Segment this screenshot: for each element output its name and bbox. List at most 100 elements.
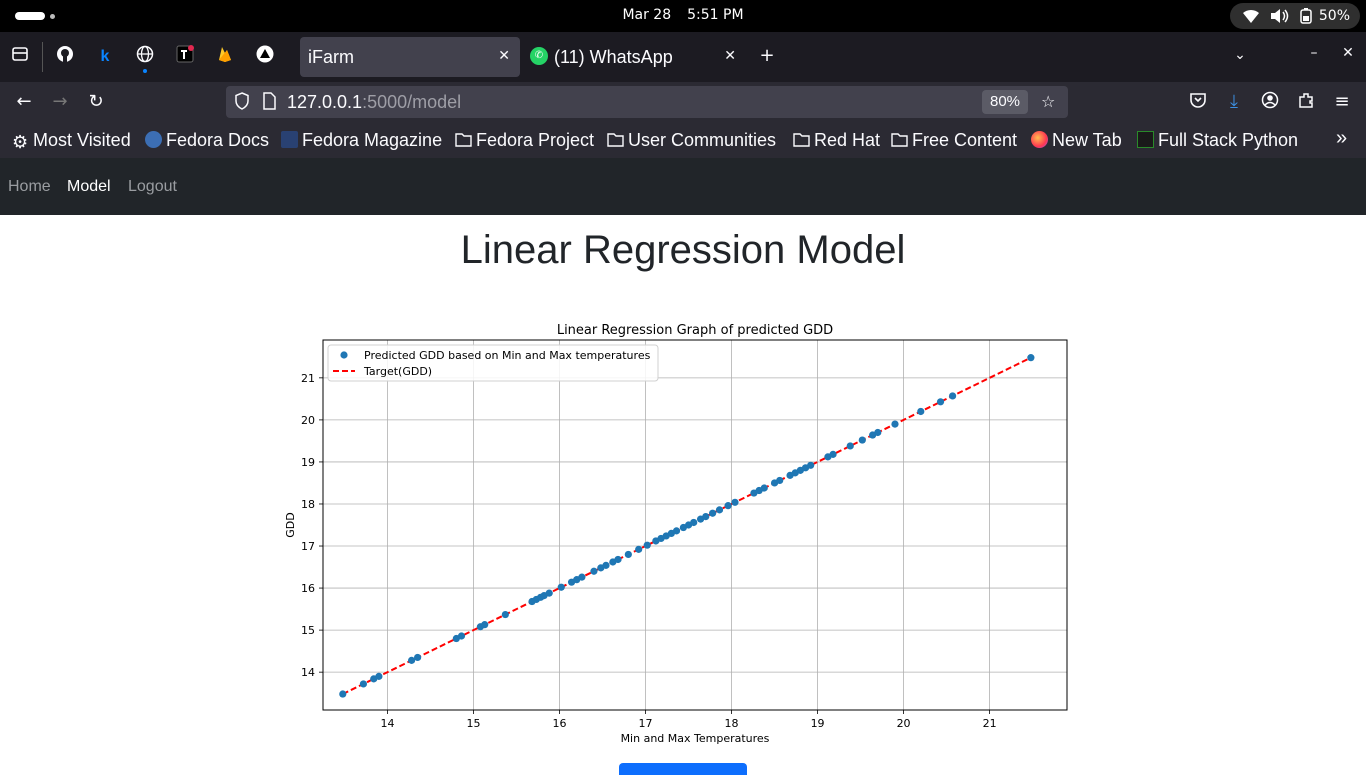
nav-link-model[interactable]: Model [67,178,111,195]
bookmark-fedora-docs[interactable]: Fedora Docs [145,130,269,151]
prediction-point [949,392,957,400]
prediction-point [359,680,368,688]
prediction-point [690,518,698,527]
terminal-icon [1137,131,1154,148]
prediction-point [709,509,717,517]
prediction-point [557,583,565,591]
github-pinned-tab-icon[interactable] [53,45,77,69]
wifi-icon [1242,8,1260,28]
workspace-dot [50,14,55,19]
url-text: 127.0.0.1:5000/model [287,92,461,113]
bookmark-new-tab[interactable]: New Tab [1031,130,1122,151]
page-title: Linear Regression Model [460,228,906,272]
prediction-point [578,573,586,581]
bookmark-label: Fedora Docs [166,130,270,150]
globe-pinned-tab-icon[interactable] [133,45,157,73]
y-tick-label: 16 [301,582,315,595]
clock[interactable]: Mar 28 5:51 PM [0,7,1366,23]
account-icon[interactable] [1258,91,1282,113]
bookmark-fedora-project[interactable]: Fedora Project [455,130,594,151]
app-menu-hamburger-icon[interactable]: ≡ [1334,91,1350,112]
folder-icon [891,131,908,148]
shield-icon[interactable] [234,92,250,114]
bookmark-red-hat[interactable]: Red Hat [793,130,880,151]
triangle-pinned-tab-icon[interactable] [253,45,277,69]
close-icon[interactable]: ✕ [724,47,736,63]
browser-navigation-bar: ← → ↻ 127.0.0.1:5000/model 80% ☆ ⤓ ≡ [0,82,1366,122]
app-pinned-tab-icon[interactable] [173,45,197,69]
close-icon[interactable]: ✕ [498,47,510,63]
zoom-level-button[interactable]: 80% [982,90,1028,114]
tab-ifarm[interactable]: iFarm ✕ [300,37,520,77]
prediction-point [917,407,925,416]
new-tab-plus-icon[interactable]: + [759,45,775,66]
chart-legend: Predicted GDD based on Min and Max tempe… [327,344,659,382]
url-bar[interactable]: 127.0.0.1:5000/model 80% ☆ [226,86,1068,118]
y-tick-label: 21 [301,372,315,385]
bookmarks-overflow-chevron-icon[interactable]: » [1336,127,1348,149]
x-tick-label: 14 [381,717,395,730]
bookmark-fedora-magazine[interactable]: Fedora Magazine [281,130,442,151]
prediction-point [891,420,899,428]
regression-chart: Linear Regression Graph of predicted GDD… [284,323,1068,745]
prediction-point [501,610,509,619]
pocket-icon[interactable] [1186,91,1210,113]
battery-icon [1300,8,1312,28]
bookmark-most-visited[interactable]: ⚙ Most Visited [12,130,131,152]
page-info-icon[interactable] [262,92,276,114]
battery-percent: 50% [1318,8,1350,24]
chart-title: Linear Regression Graph of predicted GDD [557,323,833,338]
nav-link-home[interactable]: Home [8,178,51,195]
prediction-point [829,450,837,458]
window-close-icon[interactable]: ✕ [1342,45,1354,61]
bookmark-label: Free Content [912,130,1018,150]
bookmark-full-stack-python[interactable]: Full Stack Python [1137,130,1298,151]
prediction-point [1027,354,1035,362]
minimize-icon[interactable]: – [1310,45,1318,61]
bookmark-free-content[interactable]: Free Content [891,130,1017,151]
reload-icon[interactable]: ↻ [88,91,104,112]
gear-icon: ⚙ [12,132,29,152]
x-axis-label: Min and Max Temperatures [621,732,770,745]
folder-icon [455,131,472,148]
prediction-point [414,653,422,662]
back-arrow-icon[interactable]: ← [16,91,32,112]
x-tick-label: 15 [467,717,481,730]
x-tick-label: 17 [639,717,653,730]
downloads-icon[interactable]: ⤓ [1230,91,1238,112]
prediction-points-group [339,354,1035,698]
whatsapp-icon: ✆ [530,47,548,65]
activities-indicator[interactable] [15,12,45,20]
primary-action-button[interactable] [619,763,747,775]
date-text: Mar 28 [622,7,672,23]
volume-icon [1270,8,1290,28]
y-tick-label: 17 [301,540,315,553]
y-axis-label: GDD [284,512,297,537]
x-tick-label: 18 [725,717,739,730]
y-tick-label: 18 [301,498,315,511]
prediction-point [590,567,598,575]
prediction-point [457,632,466,640]
firefox-icon [1031,131,1048,148]
url-host: 127.0.0.1 [287,92,363,112]
forward-arrow-icon[interactable]: → [52,91,68,112]
star-bookmark-icon[interactable]: ☆ [1041,92,1056,111]
bookmark-label: New Tab [1052,130,1122,150]
prediction-point [936,398,945,406]
nav-link-logout[interactable]: Logout [128,178,177,195]
plot-area-frame [322,339,1068,711]
prediction-point [624,550,632,559]
system-status-area[interactable]: 50% [1230,3,1360,29]
tab-list-chevron-icon[interactable]: ⌄ [1234,47,1246,63]
prediction-point [731,498,739,506]
prediction-point [375,672,383,680]
tab-whatsapp[interactable]: ✆ (11) WhatsApp ✕ [524,37,746,77]
legend-box [327,344,659,382]
k-pinned-tab-icon[interactable]: k [100,48,110,65]
firefox-view-icon[interactable] [8,45,32,69]
bookmark-user-communities[interactable]: User Communities [607,130,776,151]
prediction-point [702,512,710,521]
firebase-pinned-tab-icon[interactable] [213,45,237,69]
legend-marker-predicted [340,351,348,359]
extensions-puzzle-icon[interactable] [1294,91,1318,113]
